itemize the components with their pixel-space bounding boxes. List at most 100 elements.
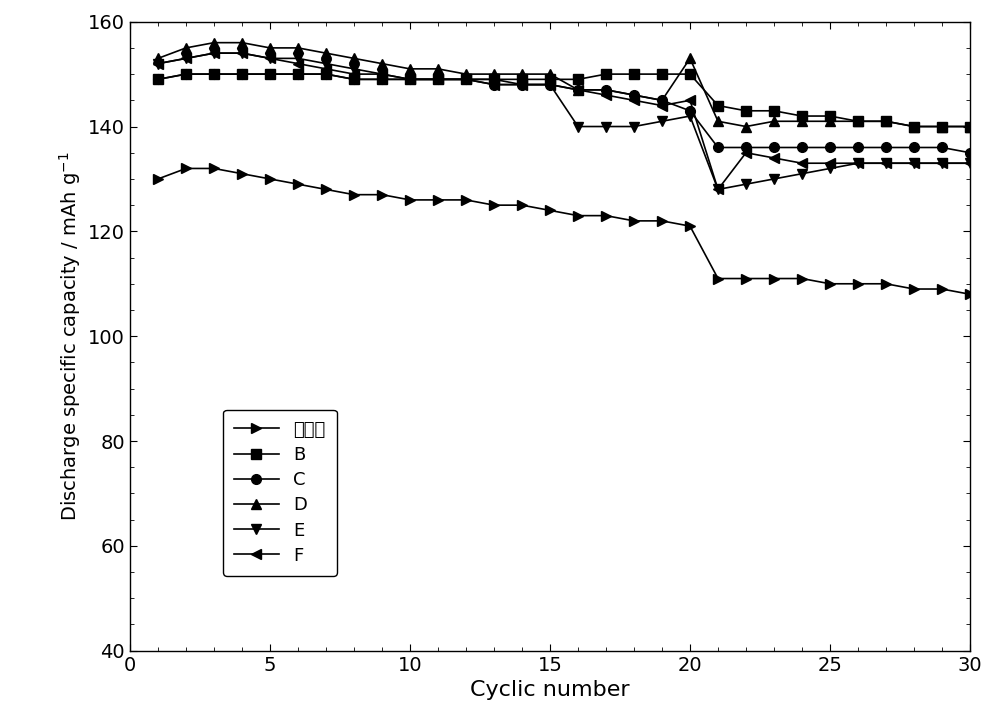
B [208,70,220,79]
E [264,54,276,63]
D [544,70,556,79]
C [572,85,584,94]
D [208,38,220,47]
E [712,185,724,194]
D [908,122,920,131]
C [376,75,388,84]
C [936,143,948,152]
E [824,164,836,173]
E [152,59,164,68]
F [292,59,304,68]
B [796,111,808,120]
E [684,111,696,120]
B [544,75,556,84]
E [768,174,780,183]
E [656,117,668,126]
D [236,38,248,47]
D [432,64,444,73]
F [684,96,696,105]
B [824,111,836,120]
C [796,143,808,152]
D [376,59,388,68]
B [936,122,948,131]
F [152,59,164,68]
C [544,80,556,89]
对比样 [544,206,556,215]
F [208,49,220,58]
F [908,159,920,168]
C [628,91,640,100]
B [908,122,920,131]
E [880,159,892,168]
B [320,70,332,79]
对比样 [880,279,892,288]
E [544,80,556,89]
对比样 [656,217,668,226]
C [432,75,444,84]
对比样 [404,196,416,205]
B [264,70,276,79]
D [740,122,752,131]
C [740,143,752,152]
C [348,75,360,84]
E [348,64,360,73]
对比样 [376,190,388,199]
F [796,159,808,168]
D [320,49,332,58]
对比样 [488,201,500,210]
C [824,143,836,152]
对比样 [964,290,976,299]
E [180,54,192,63]
B [488,75,500,84]
F [628,96,640,105]
对比样 [740,274,752,283]
对比样 [768,274,780,283]
F [712,185,724,194]
F [936,159,948,168]
对比样 [936,285,948,294]
B [572,75,584,84]
D [152,54,164,63]
F [544,80,556,89]
B [180,70,192,79]
Line: C: C [153,69,975,158]
B [516,75,528,84]
F [656,101,668,110]
E [908,159,920,168]
C [684,106,696,115]
C [964,148,976,157]
对比样 [152,174,164,183]
D [964,122,976,131]
C [880,143,892,152]
D [600,85,612,94]
D [488,70,500,79]
C [768,143,780,152]
对比样 [908,285,920,294]
D [404,64,416,73]
F [348,70,360,79]
D [572,85,584,94]
对比样 [796,274,808,283]
B [600,70,612,79]
B [684,70,696,79]
E [628,122,640,131]
E [404,75,416,84]
F [404,75,416,84]
F [264,54,276,63]
Line: B: B [153,69,975,132]
对比样 [348,190,360,199]
对比样 [712,274,724,283]
E [488,75,500,84]
F [572,85,584,94]
C [404,75,416,84]
D [880,117,892,126]
对比样 [264,174,276,183]
Line: E: E [153,48,975,194]
对比样 [432,196,444,205]
C [320,70,332,79]
对比样 [628,217,640,226]
B [292,70,304,79]
B [852,117,864,126]
E [572,122,584,131]
D [684,54,696,63]
